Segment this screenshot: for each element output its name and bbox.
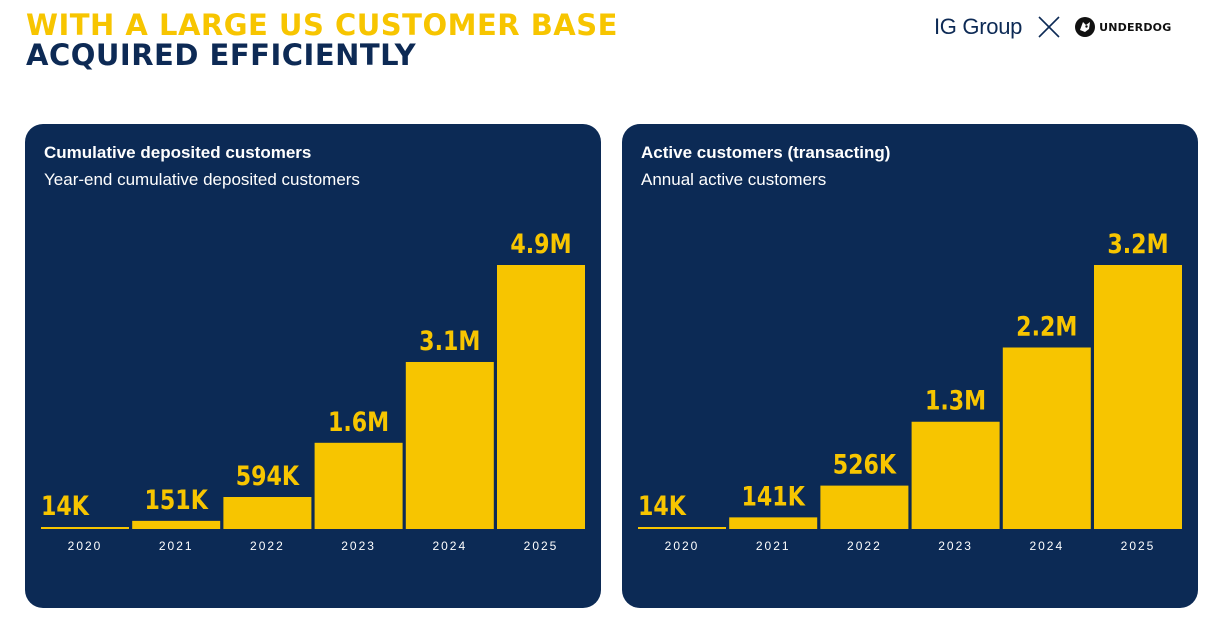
chart-panel-deposited: Cumulative deposited customers Year-end … — [25, 124, 601, 608]
brand-lockup: IG Group UNDERDOG — [934, 12, 1171, 42]
x-tick-label-2023: 2023 — [938, 539, 973, 553]
chart-subtitle: Year-end cumulative deposited customers — [44, 170, 360, 189]
dog-logo-icon — [1075, 17, 1096, 37]
data-label-2025: 4.9M — [510, 228, 571, 260]
x-tick-label-2025: 2025 — [1121, 539, 1156, 553]
ig-group-logo: IG Group — [934, 14, 1023, 39]
bar-2025 — [497, 265, 585, 529]
bar-2022 — [223, 496, 312, 529]
data-label-2020: 14K — [638, 490, 687, 522]
data-label-2022: 526K — [833, 448, 897, 480]
x-tick-label-2020: 2020 — [68, 539, 103, 553]
bar-chart-deposited: 14K 2020 151K 2021 594K 2022 1.6M 2023 3.1M 2024 4… — [41, 228, 585, 553]
data-label-2024: 3.1M — [419, 325, 480, 357]
bar-2020 — [638, 527, 726, 529]
x-tick-label-2022: 2022 — [250, 539, 285, 553]
headline-line-2: ACQUIRED EFFICIENTLY — [26, 38, 417, 72]
bar-2022 — [820, 485, 909, 529]
chart-panel-active: Active customers (transacting) Annual ac… — [622, 124, 1198, 608]
data-label-2021: 141K — [742, 480, 806, 512]
x-tick-label-2020: 2020 — [665, 539, 700, 553]
bar-2025 — [1094, 265, 1182, 529]
headline-line-1: WITH A LARGE US CUSTOMER BASE — [26, 8, 618, 42]
data-label-2025: 3.2M — [1107, 228, 1168, 260]
x-tick-label-2023: 2023 — [341, 539, 376, 553]
data-label-2024: 2.2M — [1016, 310, 1077, 342]
bar-2021 — [132, 520, 221, 529]
x-tick-label-2021: 2021 — [159, 539, 194, 553]
bar-2023 — [911, 421, 1000, 529]
data-label-2022: 594K — [236, 460, 300, 492]
underdog-logo: UNDERDOG — [1099, 20, 1172, 34]
data-label-2023: 1.6M — [328, 406, 389, 438]
x-tick-label-2025: 2025 — [524, 539, 559, 553]
x-tick-label-2024: 2024 — [1029, 539, 1064, 553]
data-label-2021: 151K — [145, 484, 209, 516]
x-icon — [1038, 16, 1060, 38]
bar-chart-active: 14K 2020 141K 2021 526K 2022 1.3M 2023 2.2M 2024 3… — [638, 228, 1182, 553]
x-tick-label-2022: 2022 — [847, 539, 882, 553]
headline: WITH A LARGE US CUSTOMER BASE ACQUIRED E… — [26, 10, 618, 70]
bar-2021 — [729, 517, 818, 529]
bar-2024 — [405, 361, 494, 529]
x-tick-label-2024: 2024 — [432, 539, 467, 553]
data-label-2023: 1.3M — [925, 385, 986, 417]
bar-2024 — [1002, 347, 1091, 529]
chart-title: Cumulative deposited customers — [44, 143, 312, 162]
bar-2023 — [314, 442, 403, 529]
data-label-2020: 14K — [41, 490, 90, 522]
bar-2020 — [41, 527, 129, 529]
x-tick-label-2021: 2021 — [756, 539, 791, 553]
chart-subtitle: Annual active customers — [641, 170, 827, 189]
chart-title: Active customers (transacting) — [641, 143, 891, 162]
